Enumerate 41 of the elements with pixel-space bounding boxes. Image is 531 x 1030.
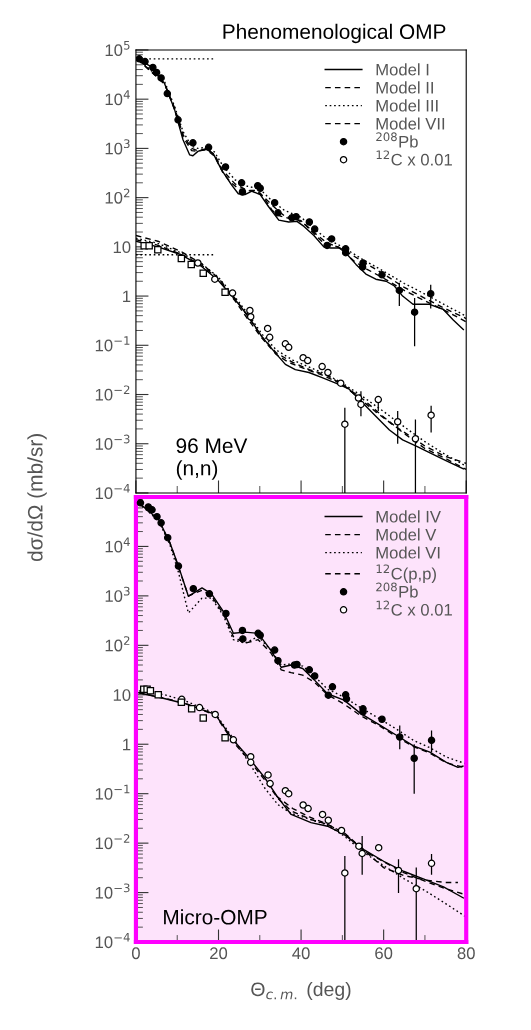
- x-tick-label: 40: [292, 947, 310, 960]
- y-tick-label: 10$^{−4}$: [95, 933, 130, 949]
- y-tick-label: 1: [123, 738, 131, 751]
- chart-title: Phenomenological OMP: [223, 23, 446, 44]
- y-tick-label: 10$^{3}$: [105, 139, 130, 155]
- legend-label: $^{12}$C(p,p): [376, 564, 436, 583]
- y-tick-label: 10: [113, 689, 131, 701]
- x-tick-label: 0: [131, 947, 140, 960]
- y-tick-label: 10$^{−2}$: [95, 385, 130, 401]
- y-tick-label: 10$^{−1}$: [95, 336, 130, 352]
- y-tick-label: 10$^{5}$: [105, 40, 130, 57]
- legend-label: Model VII: [376, 117, 445, 130]
- y-tick-label: 10$^{3}$: [105, 586, 130, 602]
- y-tick-label: 1: [123, 290, 131, 303]
- legend-label: $^{12}$C x 0.01: [376, 150, 452, 166]
- y-tick-label: 10$^{2}$: [105, 188, 130, 204]
- x-axis-title: Θ$_{c.m.}$ (deg): [251, 981, 351, 1001]
- y-axis-title: dσ/dΩ (mb/sr): [27, 434, 47, 562]
- legend-label: Model I: [376, 63, 429, 76]
- legend-label: $^{208}$Pb: [376, 582, 418, 598]
- y-tick-label: 10$^{2}$: [105, 636, 130, 652]
- y-tick-label: 10$^{−2}$: [95, 834, 130, 850]
- x-tick-label: 60: [375, 947, 393, 960]
- legend-label: Model V: [376, 528, 437, 541]
- legend-label: Model III: [376, 99, 438, 112]
- y-tick-label: 10$^{4}$: [105, 537, 130, 553]
- annotation: Micro-OMP: [164, 909, 267, 925]
- legend-label: $^{12}$C x 0.01: [376, 600, 452, 616]
- x-tick-label: 80: [457, 947, 475, 960]
- y-tick-label: 10$^{−3}$: [95, 434, 130, 450]
- legend-label: Model II: [376, 81, 433, 94]
- y-tick-label: 10$^{4}$: [105, 90, 130, 106]
- legend-label: Model VI: [376, 546, 440, 559]
- y-tick-label: 10$^{−4}$: [95, 484, 130, 500]
- y-tick-label: 10$^{−3}$: [95, 883, 130, 899]
- y-tick-label: 10$^{−1}$: [95, 784, 130, 800]
- x-tick-label: 20: [210, 947, 228, 960]
- y-tick-label: 10: [113, 241, 131, 254]
- legend-label: Model IV: [376, 510, 441, 523]
- annotation: 96 MeV (n,n): [176, 438, 248, 480]
- legend-label: $^{208}$Pb: [376, 132, 418, 148]
